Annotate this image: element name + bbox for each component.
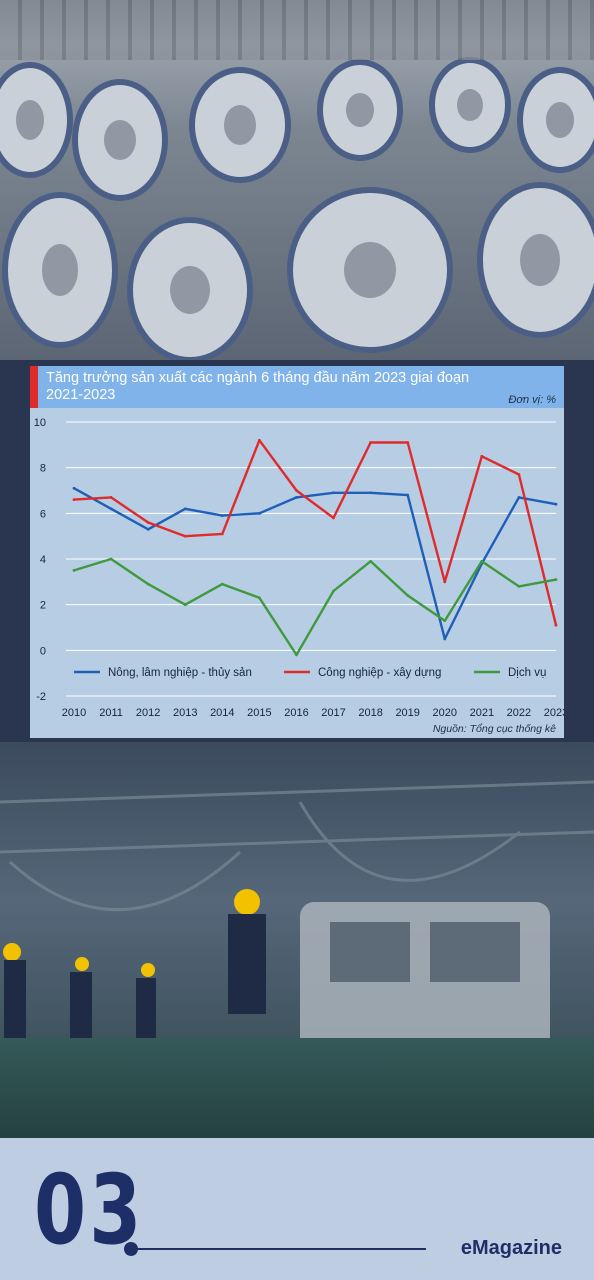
data-point: [369, 441, 373, 444]
data-point: [443, 580, 447, 584]
warehouse-wall: [0, 0, 594, 60]
legend-label: Công nghiệp - xây dựng: [318, 667, 441, 679]
data-point: [517, 585, 521, 588]
x-tick-label: 2016: [284, 707, 308, 719]
data-point: [295, 495, 298, 499]
data-point: [146, 527, 150, 531]
y-tick-label: 8: [40, 463, 46, 475]
chart-panel: -2 0 2 4 6 8 10 2010 2011 2012 2013 2014 2015 2016 201…: [30, 366, 564, 738]
data-point: [554, 623, 558, 627]
source-note: Nguồn: Tổng cục thống kê: [432, 723, 556, 735]
data-point: [332, 491, 335, 495]
footer-dot: [124, 1242, 138, 1256]
data-point: [146, 521, 150, 524]
x-tick-label: 2013: [173, 707, 197, 719]
y-tick-label: -2: [36, 691, 46, 703]
x-tick-label: 2014: [210, 707, 234, 719]
unit-label: Đơn vị: %: [508, 394, 556, 406]
data-point: [406, 493, 410, 497]
data-point: [443, 637, 447, 641]
data-point: [554, 502, 558, 506]
x-tick-label: 2017: [321, 707, 345, 719]
y-tick-label: 10: [34, 417, 46, 429]
factory-floor: [0, 1038, 594, 1138]
footer-rule: [130, 1248, 426, 1250]
data-point: [406, 594, 410, 597]
x-tick-label: 2015: [247, 707, 271, 719]
data-point: [406, 441, 410, 444]
data-point: [183, 534, 187, 538]
data-point: [220, 514, 224, 518]
data-point: [332, 516, 335, 520]
data-point: [517, 495, 521, 499]
y-tick-label: 6: [40, 508, 46, 520]
data-point: [295, 489, 298, 492]
data-point: [72, 569, 76, 572]
chart-title: Tăng trưởng sản xuất các ngành 6 tháng đ…: [46, 370, 470, 403]
data-point: [517, 473, 521, 476]
y-tick-label: 4: [40, 554, 46, 566]
data-point: [332, 589, 335, 593]
data-point: [109, 507, 113, 511]
data-point: [109, 495, 113, 499]
data-point: [109, 557, 113, 561]
data-point: [72, 498, 76, 502]
data-point: [480, 559, 484, 563]
data-point: [554, 578, 558, 581]
x-tick-label: 2020: [433, 707, 457, 719]
data-point: [295, 653, 298, 657]
data-point: [72, 486, 76, 490]
steel-coils-photo: [0, 0, 594, 360]
chart-header: Tăng trưởng sản xuất các ngành 6 tháng đ…: [30, 366, 564, 408]
data-point: [220, 532, 224, 536]
x-tick-label: 2018: [358, 707, 382, 719]
data-point: [146, 582, 150, 586]
brand-logo: eMagazine: [460, 1237, 562, 1259]
data-point: [257, 511, 261, 515]
data-point: [257, 596, 261, 600]
data-point: [183, 507, 187, 511]
data-point: [443, 619, 447, 623]
series-line-2: [73, 557, 557, 657]
data-point: [480, 454, 484, 458]
steel-coils-illustration: [0, 57, 594, 360]
title-accent-bar: [30, 366, 38, 408]
data-point: [183, 603, 187, 607]
y-tick-label: 2: [40, 600, 46, 612]
data-point: [257, 438, 261, 442]
y-tick-label: 0: [40, 645, 46, 657]
x-tick-label: 2011: [99, 707, 123, 719]
line-chart: -2 0 2 4 6 8 10 2010 2011 2012 2013 2014 2015 2016 201…: [34, 417, 564, 719]
data-point: [369, 559, 373, 563]
footer: [0, 1138, 594, 1280]
legend-label: Dịch vụ: [508, 667, 546, 679]
data-point: [369, 491, 373, 495]
x-tick-label: 2012: [136, 707, 160, 719]
legend-label: Nông, lâm nghiệp - thủy sản: [108, 667, 252, 679]
series-line-1: [73, 439, 558, 626]
section-number: 03: [34, 1154, 145, 1266]
x-tick-label: 2010: [62, 707, 86, 719]
data-point: [220, 582, 224, 586]
x-tick-label: 2021: [470, 707, 494, 719]
x-tick-label: 2019: [395, 707, 419, 719]
x-tick-label: 2023: [544, 707, 564, 719]
factory-photo: [0, 742, 594, 1138]
x-tick-label: 2022: [507, 707, 531, 719]
